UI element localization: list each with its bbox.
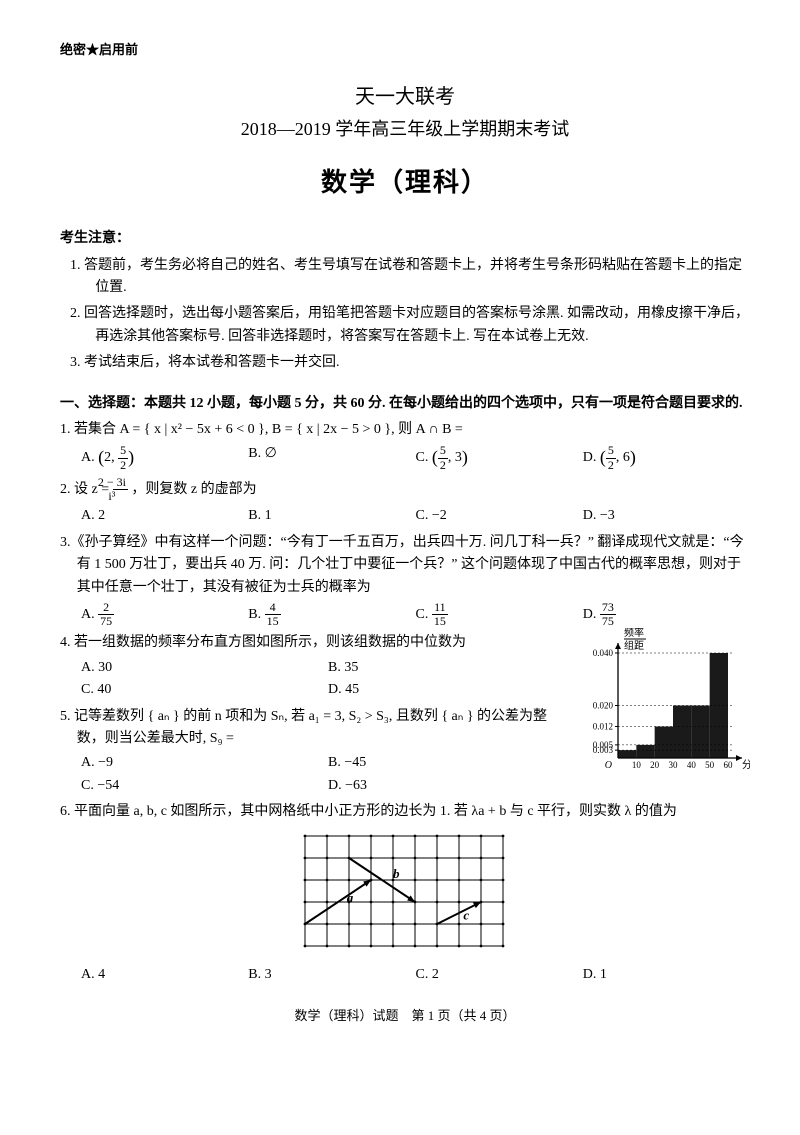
notice-item: 1. 答题前，考生务必将自己的姓名、考生号填写在试卷和答题卡上，并将考生号条形码… [70,255,750,300]
opt-b: B. 1 [248,505,415,527]
opt-c: C. 1115 [416,601,583,628]
q3-options: A. 275 B. 415 C. 1115 D. 7375 [81,601,750,628]
svg-text:10: 10 [632,760,642,770]
question-3: 3.《孙子算经》中有这样一个问题：“今有丁一千五百万，出兵四十万. 问几丁科一兵… [60,532,750,599]
page-footer: 数学（理科）试题 第 1 页（共 4 页） [60,1006,750,1027]
opt-c: C. 2 [416,964,583,986]
opt-b: B. 35 [328,657,575,679]
svg-text:a: a [347,890,354,905]
opt-c: C. −2 [416,505,583,527]
svg-text:20: 20 [650,760,660,770]
vector-grid: a b c [295,826,515,956]
svg-text:O: O [605,760,612,771]
question-6: 6. 平面向量 a, b, c 如图所示，其中网格纸中小正方形的边长为 1. 若… [60,801,750,823]
opt-d: D. (52, 6) [583,443,750,472]
exam-title: 2018—2019 学年高三年级上学期期末考试 [60,115,750,144]
opt-c: C. 40 [81,679,328,701]
question-5: 5. 记等差数列 { aₙ } 的前 n 项和为 Sₙ, 若 a₁ = 3, S… [60,706,575,751]
svg-text:分数: 分数 [742,758,750,771]
opt-b: B. 3 [248,964,415,986]
q6-options: A. 4 B. 3 C. 2 D. 1 [81,964,750,986]
q4-options: A. 30 B. 35 C. 40 D. 45 [81,657,575,702]
opt-d: D. −63 [328,775,575,797]
histogram-chart: 0.0030.0050.0120.0200.040102030405060O频率… [580,628,750,778]
svg-text:频率: 频率 [624,628,644,639]
notice-item: 2. 回答选择题时，选出每小题答案后，用铅笔把答题卡对应题目的答案标号涂黑. 如… [70,303,750,348]
svg-text:0.005: 0.005 [593,740,614,750]
svg-text:组距: 组距 [624,639,644,652]
opt-b: B. ∅ [248,443,415,472]
opt-d: D. 1 [583,964,750,986]
confidential-mark: 绝密★启用前 [60,40,750,61]
notice-head: 考生注意： [60,228,750,250]
opt-a: A. 4 [81,964,248,986]
svg-text:60: 60 [724,760,734,770]
svg-text:b: b [393,865,400,880]
question-2: 2. 设 z = 2 − 3ii³ ，则复数 z 的虚部为 [60,476,750,503]
opt-a: A. 30 [81,657,328,679]
opt-a: A. 2 [81,505,248,527]
opt-d: D. 7375 [583,601,750,628]
q2-options: A. 2 B. 1 C. −2 D. −3 [81,505,750,527]
opt-a: A. −9 [81,752,328,774]
svg-text:30: 30 [669,760,679,770]
question-1: 1. 若集合 A = { x | x² − 5x + 6 < 0 }, B = … [60,419,750,441]
svg-text:40: 40 [687,760,697,770]
opt-b: B. −45 [328,752,575,774]
svg-text:c: c [463,907,469,922]
notice-list: 1. 答题前，考生务必将自己的姓名、考生号填写在试卷和答题卡上，并将考生号条形码… [70,255,750,375]
opt-a: A. 275 [81,601,248,628]
opt-d: D. −3 [583,505,750,527]
part1-head: 一、选择题：本题共 12 小题，每小题 5 分，共 60 分. 在每小题给出的四… [60,393,750,415]
q1-options: A. (2, 52) B. ∅ C. (52, 3) D. (52, 6) [81,443,750,472]
svg-text:0.012: 0.012 [593,722,613,732]
question-4: 4. 若一组数据的频率分布直方图如图所示，则该组数据的中位数为 [60,632,575,654]
svg-text:0.020: 0.020 [593,701,614,711]
svg-text:0.040: 0.040 [593,648,614,658]
q5-options: A. −9 B. −45 C. −54 D. −63 [81,752,575,797]
svg-text:50: 50 [705,760,715,770]
subject-title: 数学（理科） [60,162,750,204]
opt-c: C. −54 [81,775,328,797]
opt-b: B. 415 [248,601,415,628]
opt-d: D. 45 [328,679,575,701]
notice-item: 3. 考试结束后，将本试卷和答题卡一并交回. [70,352,750,374]
opt-c: C. (52, 3) [416,443,583,472]
opt-a: A. (2, 52) [81,443,248,472]
exam-org: 天一大联考 [60,81,750,113]
